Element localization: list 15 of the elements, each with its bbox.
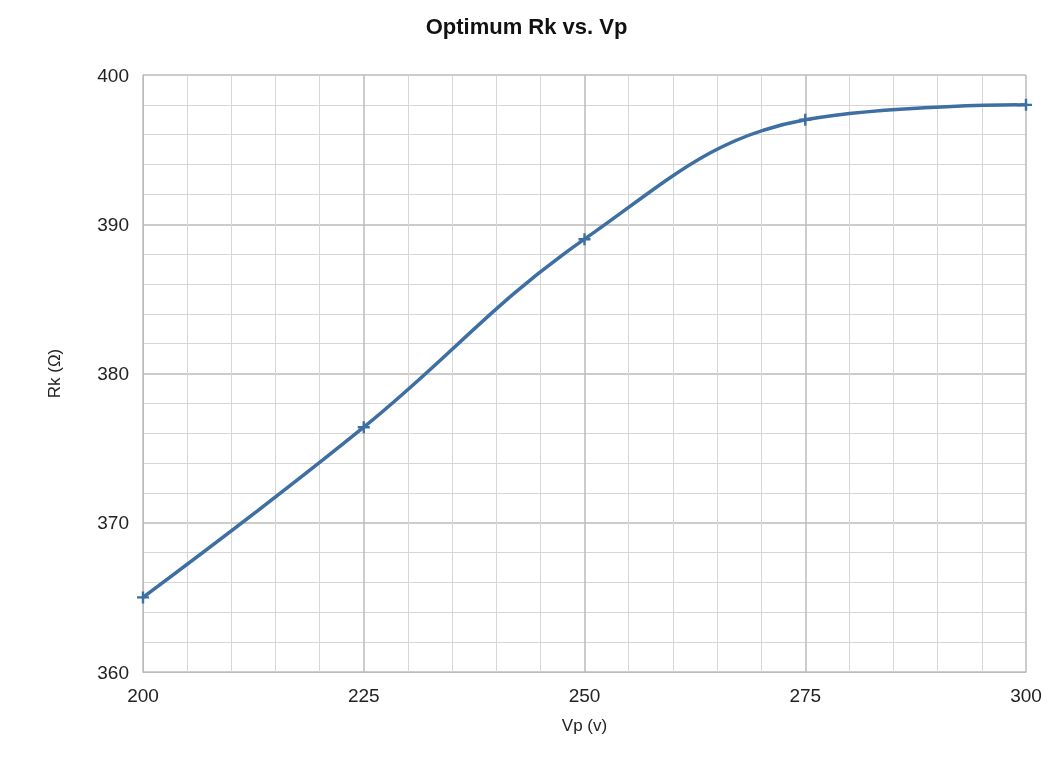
y-tick-label: 390 <box>97 213 129 235</box>
y-tick-label: 370 <box>97 512 129 534</box>
x-tick-label: 225 <box>347 685 380 706</box>
chart-title: Optimum Rk vs. Vp <box>425 13 628 39</box>
y-tick-label: 380 <box>97 363 129 384</box>
x-tick-label: 250 <box>568 685 601 706</box>
point <box>578 233 591 246</box>
y-tick-label: 400 <box>97 64 129 86</box>
x-tick-label: 200 <box>127 685 159 706</box>
y-tick-label: 360 <box>97 661 129 683</box>
x-axis-title: Vp (v) <box>561 716 608 735</box>
point <box>137 591 149 604</box>
x-tick-label: 275 <box>789 685 822 706</box>
y-axis-title: Rk (Ω) <box>45 348 64 399</box>
x-tick-label: 300 <box>1010 685 1042 706</box>
